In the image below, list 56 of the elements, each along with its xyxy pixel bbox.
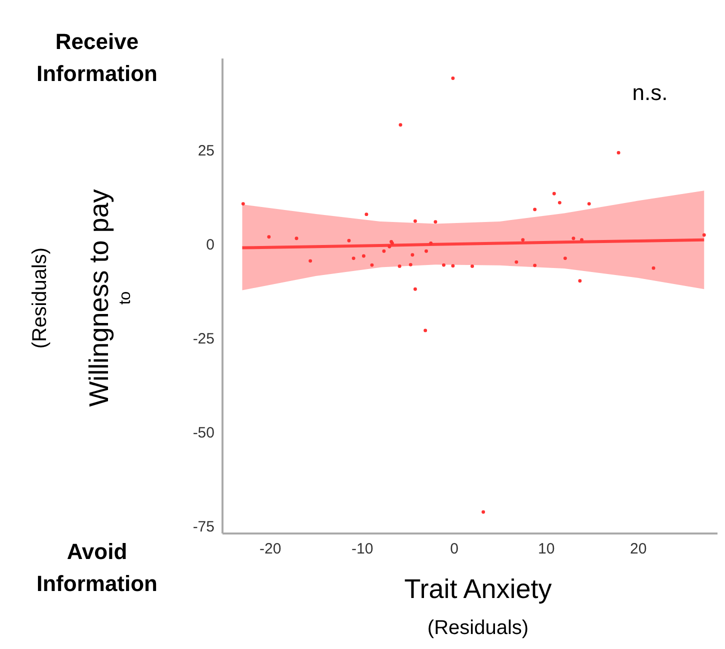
point	[533, 208, 537, 212]
text: Receive Information	[36, 29, 158, 86]
point	[241, 202, 245, 206]
point	[429, 242, 433, 245]
point	[352, 256, 356, 260]
point	[552, 192, 556, 196]
text: (Residuals) Willingness to pay to	[29, 189, 134, 407]
point	[587, 202, 591, 206]
point	[451, 76, 455, 80]
point	[578, 279, 582, 283]
point	[408, 262, 412, 266]
point	[370, 263, 374, 267]
point	[616, 150, 620, 154]
point	[558, 200, 562, 204]
line-series	[240, 238, 706, 250]
x-tick-label: -10	[352, 540, 374, 558]
annotation: n.s.	[632, 80, 668, 105]
x-axis-title: Trait Anxiety (Residuals)	[404, 574, 552, 639]
point	[294, 236, 298, 240]
point	[362, 254, 366, 258]
point	[364, 212, 368, 216]
point	[702, 233, 706, 237]
point	[424, 328, 428, 332]
point	[482, 510, 486, 514]
x-tick-label: 20	[630, 540, 647, 558]
point	[382, 249, 386, 253]
point	[652, 266, 656, 270]
point	[398, 264, 402, 268]
x-tick-label: 10	[538, 540, 555, 558]
y-tick-label: -25	[192, 330, 214, 348]
y-tick-label: 25	[198, 142, 214, 160]
point	[424, 249, 428, 253]
x-tick-label: -20	[260, 540, 282, 558]
point	[398, 123, 402, 127]
point	[451, 264, 455, 268]
point	[388, 244, 392, 248]
point	[572, 236, 576, 240]
point	[470, 264, 474, 268]
point	[533, 264, 537, 268]
point	[413, 287, 417, 291]
point	[563, 256, 567, 260]
x-tick-label: 0	[450, 540, 459, 558]
point	[413, 219, 417, 223]
point	[442, 263, 446, 267]
point	[521, 238, 525, 242]
point	[267, 235, 271, 239]
point	[514, 260, 518, 264]
text: Avoid Information	[36, 539, 158, 596]
y-tick-label: 0	[206, 236, 214, 254]
point	[434, 220, 438, 224]
point	[347, 238, 351, 242]
point	[580, 238, 584, 242]
point	[410, 253, 414, 257]
point	[308, 259, 312, 263]
y-tick-label: -75	[192, 518, 214, 536]
y-tick-label: -50	[192, 424, 214, 442]
